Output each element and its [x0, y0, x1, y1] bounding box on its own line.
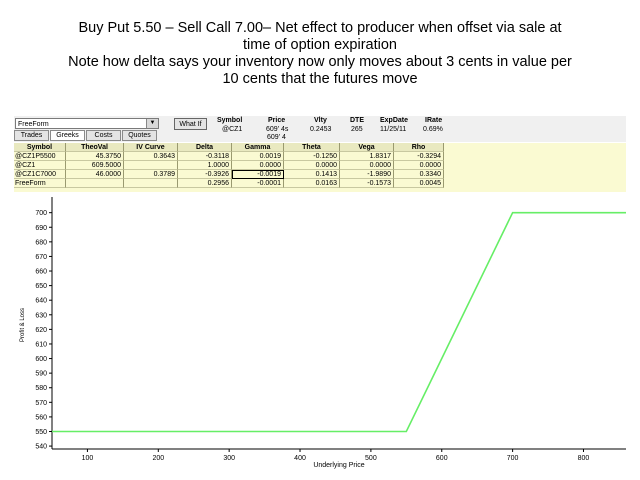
y-tick-label: 670: [35, 254, 47, 261]
y-tick-label: 550: [35, 429, 47, 436]
cell-delta[interactable]: 0.2956: [178, 179, 232, 188]
tab-costs[interactable]: Costs: [86, 130, 121, 141]
cell-symbol[interactable]: FreeForm: [14, 179, 66, 188]
cell-iv-curve[interactable]: [124, 161, 178, 170]
cell-gamma[interactable]: -0.0019: [232, 170, 284, 179]
y-tick-label: 570: [35, 400, 47, 407]
title-line-4: 10 cents that the futures move: [222, 71, 418, 87]
cell-vega[interactable]: 1.8317: [340, 152, 394, 161]
column-header-delta[interactable]: Delta: [178, 143, 232, 152]
header-label-dte: DTE: [350, 117, 364, 124]
column-header-theta[interactable]: Theta: [284, 143, 340, 152]
x-tick-label: 100: [82, 455, 94, 462]
tab-greeks[interactable]: Greeks: [50, 130, 85, 141]
header-label-symbol: Symbol: [217, 117, 243, 124]
cell-vega[interactable]: -1.9890: [340, 170, 394, 179]
cell-theta[interactable]: -0.1250: [284, 152, 340, 161]
title-line-1: Buy Put 5.50 – Sell Call 7.00– Net effec…: [78, 20, 562, 36]
options-toolbar: FreeForm ▼ Trades Greeks Costs Quotes Wh…: [14, 116, 626, 142]
cell-vega[interactable]: 0.0000: [340, 161, 394, 170]
cell-gamma[interactable]: -0.0001: [232, 179, 284, 188]
cell-delta[interactable]: 1.0000: [178, 161, 232, 170]
x-tick-label: 800: [578, 455, 590, 462]
x-tick-label: 400: [294, 455, 306, 462]
header-symbol-value: @CZ1: [222, 126, 243, 133]
y-tick-label: 630: [35, 312, 47, 319]
x-tick-label: 700: [507, 455, 519, 462]
header-price-value: 609' 4s: [266, 126, 289, 133]
header-dte-value: 265: [351, 126, 363, 133]
y-tick-label: 610: [35, 341, 47, 348]
cell-symbol[interactable]: @CZ1C7000: [14, 170, 66, 179]
greeks-grid: Symbol @CZ1P5500 @CZ1 @CZ1C7000 FreeForm Theo…: [14, 143, 626, 192]
y-tick-label: 560: [35, 414, 47, 421]
column-header-rho[interactable]: Rho: [394, 143, 444, 152]
cell-theta[interactable]: 0.0000: [284, 161, 340, 170]
cell-iv-curve[interactable]: [124, 179, 178, 188]
cell-gamma[interactable]: 0.0000: [232, 161, 284, 170]
header-vlty-value: 0.2453: [310, 126, 332, 133]
cell-rho[interactable]: -0.3294: [394, 152, 444, 161]
y-tick-label: 540: [35, 444, 47, 451]
cell-symbol[interactable]: @CZ1P5500: [14, 152, 66, 161]
cell-theoval[interactable]: 609.5000: [66, 161, 124, 170]
y-tick-label: 600: [35, 356, 47, 363]
cell-theta[interactable]: 0.1413: [284, 170, 340, 179]
header-irate-value: 0.69%: [423, 126, 443, 133]
x-tick-label: 500: [365, 455, 377, 462]
cell-rho[interactable]: 0.0045: [394, 179, 444, 188]
title-line-3: Note how delta says your inventory now o…: [68, 54, 572, 70]
x-tick-label: 300: [223, 455, 235, 462]
y-tick-label: 620: [35, 327, 47, 334]
header-label-irate: IRate: [425, 117, 443, 124]
y-tick-label: 650: [35, 283, 47, 290]
chevron-down-icon[interactable]: ▼: [146, 119, 158, 128]
header-label-price: Price: [268, 117, 286, 124]
tab-quotes[interactable]: Quotes: [122, 130, 157, 141]
x-axis-title: Underlying Price: [313, 462, 364, 469]
strategy-combobox[interactable]: FreeForm ▼: [15, 118, 159, 129]
x-tick-label: 600: [436, 455, 448, 462]
cell-rho[interactable]: 0.3340: [394, 170, 444, 179]
what-if-button[interactable]: What If: [174, 118, 207, 130]
payoff-chart-svg: 540 550 560 570 580 590 600 610 620 630 640 650 660 6…: [20, 197, 626, 469]
cell-vega[interactable]: -0.1573: [340, 179, 394, 188]
cell-delta[interactable]: -0.3926: [178, 170, 232, 179]
column-header-vega[interactable]: Vega: [340, 143, 394, 152]
y-tick-label: 700: [35, 210, 47, 217]
header-label-expdate: ExpDate: [380, 117, 409, 124]
y-axis-title: Profit & Loss: [20, 308, 26, 342]
y-tick-label: 660: [35, 269, 47, 276]
payoff-line: [52, 211, 626, 433]
header-label-vlty: Vlty: [314, 117, 327, 124]
cell-iv-curve[interactable]: 0.3643: [124, 152, 178, 161]
title-line-2: time of option expiration: [243, 37, 397, 53]
column-header-symbol[interactable]: Symbol: [14, 143, 66, 152]
cell-iv-curve[interactable]: 0.3789: [124, 170, 178, 179]
column-header-gamma[interactable]: Gamma: [232, 143, 284, 152]
cell-gamma[interactable]: 0.0019: [232, 152, 284, 161]
column-header-iv-curve[interactable]: IV Curve: [124, 143, 178, 152]
y-tick-label: 580: [35, 385, 47, 392]
cell-theta[interactable]: 0.0163: [284, 179, 340, 188]
slide-title: Buy Put 5.50 – Sell Call 7.00– Net effec…: [0, 20, 640, 88]
cell-delta[interactable]: -0.3118: [178, 152, 232, 161]
cell-theoval[interactable]: [66, 179, 124, 188]
header-price-value-2: 609' 4: [267, 134, 286, 141]
column-header-theoval[interactable]: TheoVal: [66, 143, 124, 152]
cell-theoval[interactable]: 46.0000: [66, 170, 124, 179]
y-tick-label: 640: [35, 298, 47, 305]
strategy-combobox-value: FreeForm: [18, 121, 49, 128]
tab-trades[interactable]: Trades: [14, 130, 49, 141]
y-tick-label: 590: [35, 371, 47, 378]
cell-theoval[interactable]: 45.3750: [66, 152, 124, 161]
x-tick-label: 200: [152, 455, 164, 462]
y-tick-label: 690: [35, 225, 47, 232]
payoff-chart: 540 550 560 570 580 590 600 610 620 630 640 650 660 6…: [14, 195, 626, 470]
cell-symbol[interactable]: @CZ1: [14, 161, 66, 170]
header-expdate-value: 11/25/11: [380, 126, 407, 133]
cell-rho[interactable]: 0.0000: [394, 161, 444, 170]
y-tick-label: 680: [35, 239, 47, 246]
